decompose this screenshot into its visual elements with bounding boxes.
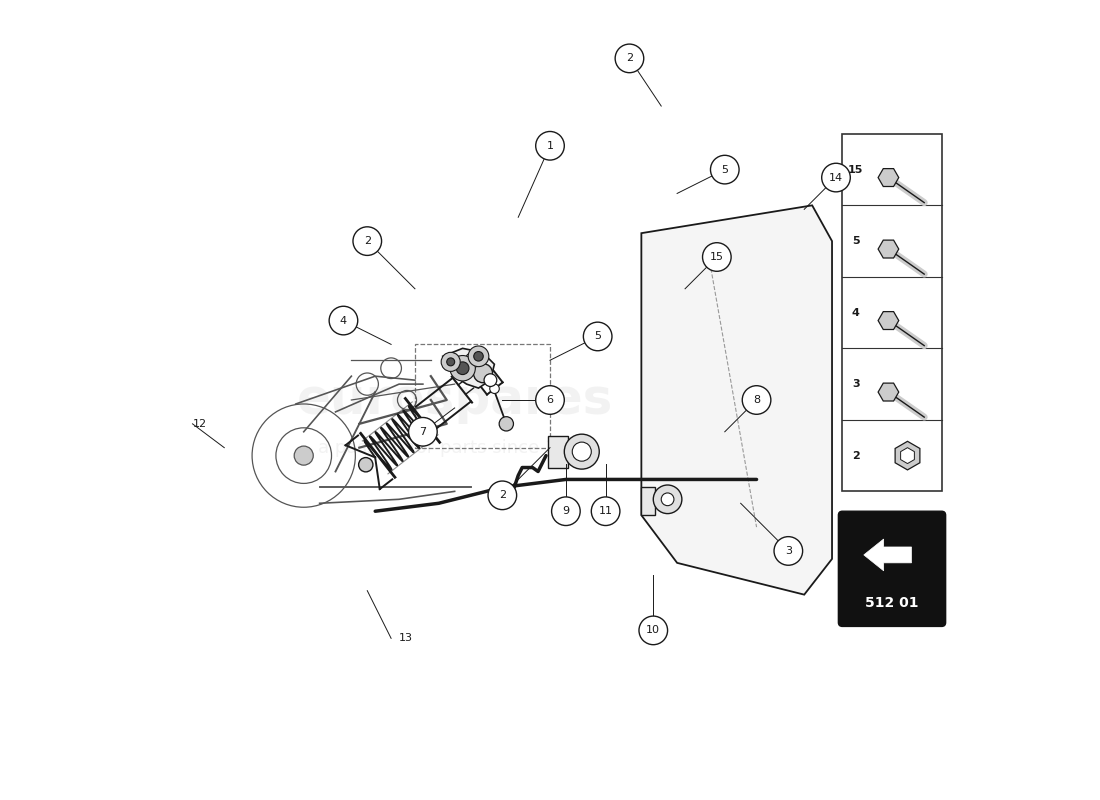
- Text: 14: 14: [829, 173, 843, 182]
- Text: 5: 5: [722, 165, 728, 174]
- Circle shape: [615, 44, 644, 73]
- Circle shape: [551, 497, 580, 526]
- Circle shape: [488, 481, 517, 510]
- Circle shape: [353, 227, 382, 255]
- Circle shape: [661, 493, 674, 506]
- Polygon shape: [641, 487, 654, 515]
- Text: 10: 10: [647, 626, 660, 635]
- Text: 8: 8: [754, 395, 760, 405]
- Text: 9: 9: [562, 506, 570, 516]
- Text: 15: 15: [710, 252, 724, 262]
- Text: 1: 1: [547, 141, 553, 150]
- Polygon shape: [878, 169, 899, 186]
- Text: 2: 2: [498, 490, 506, 500]
- Circle shape: [484, 374, 497, 386]
- Polygon shape: [548, 436, 569, 467]
- Circle shape: [329, 306, 358, 335]
- Text: 2: 2: [852, 450, 860, 461]
- Circle shape: [822, 163, 850, 192]
- Circle shape: [583, 322, 612, 350]
- Text: 11: 11: [598, 506, 613, 516]
- Circle shape: [359, 458, 373, 472]
- Circle shape: [450, 355, 475, 381]
- Text: a passion for parts since 1985: a passion for parts since 1985: [318, 438, 591, 457]
- Circle shape: [564, 434, 600, 469]
- Circle shape: [473, 364, 493, 382]
- Text: 3: 3: [784, 546, 792, 556]
- Text: 6: 6: [547, 395, 553, 405]
- Polygon shape: [878, 240, 899, 258]
- Text: 5: 5: [852, 236, 860, 246]
- Circle shape: [639, 616, 668, 645]
- Circle shape: [742, 386, 771, 414]
- Polygon shape: [442, 348, 494, 388]
- Text: 512 01: 512 01: [865, 595, 918, 610]
- Polygon shape: [641, 206, 832, 594]
- Circle shape: [703, 242, 732, 271]
- Circle shape: [499, 417, 514, 431]
- Text: 13: 13: [399, 634, 414, 643]
- Text: 7: 7: [419, 426, 427, 437]
- Polygon shape: [878, 312, 899, 330]
- Circle shape: [294, 446, 313, 465]
- Circle shape: [456, 362, 469, 374]
- Text: 12: 12: [192, 419, 207, 429]
- Polygon shape: [901, 448, 914, 463]
- Polygon shape: [895, 442, 920, 470]
- Text: 3: 3: [852, 379, 860, 389]
- Text: 4: 4: [340, 315, 346, 326]
- Circle shape: [441, 352, 460, 371]
- Text: 5: 5: [594, 331, 602, 342]
- Circle shape: [447, 358, 454, 366]
- Polygon shape: [878, 383, 899, 401]
- Text: 2: 2: [626, 54, 632, 63]
- Circle shape: [469, 346, 488, 366]
- Circle shape: [490, 384, 499, 394]
- Circle shape: [536, 131, 564, 160]
- Circle shape: [408, 418, 437, 446]
- Polygon shape: [864, 539, 912, 571]
- Circle shape: [536, 386, 564, 414]
- Bar: [843, 134, 942, 491]
- Bar: [415, 344, 550, 448]
- Circle shape: [474, 351, 483, 361]
- FancyBboxPatch shape: [838, 511, 946, 626]
- Text: 4: 4: [851, 308, 860, 318]
- Text: 2: 2: [364, 236, 371, 246]
- Text: 15: 15: [848, 165, 864, 174]
- Circle shape: [592, 497, 620, 526]
- Circle shape: [711, 155, 739, 184]
- Circle shape: [466, 354, 475, 363]
- Circle shape: [653, 485, 682, 514]
- Circle shape: [774, 537, 803, 566]
- Text: eurospares: eurospares: [297, 376, 613, 424]
- Circle shape: [572, 442, 592, 461]
